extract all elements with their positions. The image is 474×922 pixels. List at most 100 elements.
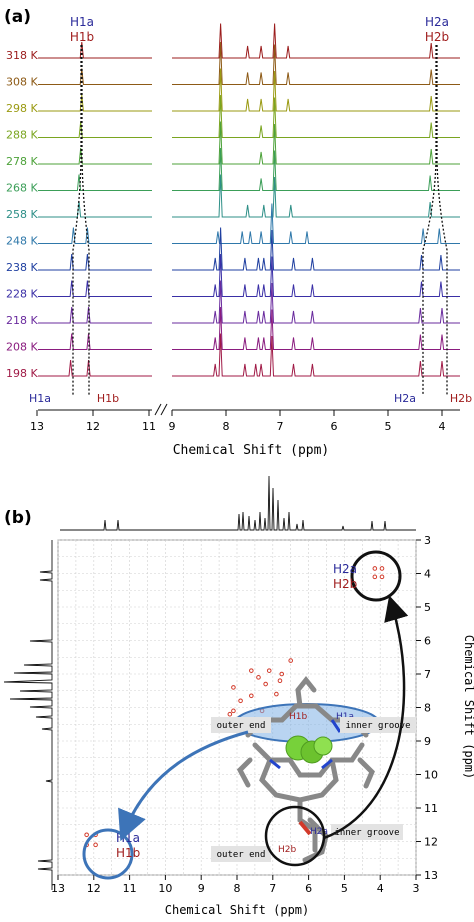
guide-h1b — [81, 45, 90, 395]
y-tick-label: 13 — [424, 869, 438, 882]
spectrum-trace — [38, 121, 152, 138]
annotation-outer-end-bottom: outer end — [211, 846, 271, 862]
cross-peak — [288, 658, 294, 663]
spectrum-trace — [38, 147, 152, 165]
temperature-label: 318 K — [6, 49, 38, 62]
cross-peak — [93, 842, 98, 848]
panel-b-x-label: Chemical Shift (ppm) — [165, 903, 310, 917]
peak-label-h2b-top: H2b — [425, 30, 449, 44]
x-tick-label: 8 — [223, 420, 230, 433]
arrow-h1-to-cross-peaks — [118, 730, 249, 842]
temperature-label: 268 K — [6, 182, 38, 195]
peak-label-h2b-bottom: H2b — [450, 392, 472, 405]
spectrum-trace — [172, 203, 460, 244]
circle-h1-region — [82, 828, 134, 880]
top-projection-spectrum — [60, 475, 416, 531]
x-tick-label: 6 — [305, 882, 312, 895]
annotation-inner-groove-top: inner groove — [340, 717, 416, 733]
peak-label-h2a-bottom: H2a — [394, 392, 416, 405]
temperature-label: 228 K — [6, 288, 38, 301]
panel-a-x-axis — [38, 403, 460, 416]
peak-label-h1a-bottom: H1a — [29, 392, 51, 405]
temperature-label: 308 K — [6, 76, 38, 89]
cross-peak — [379, 574, 385, 580]
spectrum-trace — [38, 94, 152, 112]
panel-a: (a) H1a H1b H2a H2b 318 K 308 K 298 K 288 K… — [4, 7, 472, 458]
svg-text:inner groove: inner groove — [345, 721, 410, 731]
svg-text:inner groove: inner groove — [334, 828, 399, 838]
cross-peak — [249, 693, 254, 699]
cross-peak — [372, 566, 378, 571]
panel-b: (b) 13 12 11 10 9 8 7 6 5 4 3 3 4 5 6 7 8 9 10 11 12 13 — [3, 475, 474, 917]
y-tick-label: 6 — [424, 635, 431, 648]
y-tick-label: 5 — [424, 601, 431, 614]
x-tick-label: 12 — [87, 882, 101, 895]
x-tick-label: 8 — [234, 882, 241, 895]
axis-break-mark-2 — [160, 403, 168, 416]
panel-a-x-label: Chemical Shift (ppm) — [173, 443, 330, 458]
spectrum-trace — [38, 174, 152, 191]
x-tick-label: 9 — [169, 420, 176, 433]
peak-label-h1b-top: H1b — [70, 30, 94, 44]
circle-label-h1a: H1a — [116, 831, 140, 845]
y-tick-label: 9 — [424, 735, 431, 748]
x-tick-label: 6 — [331, 420, 338, 433]
panel-b-ticks: 13 12 11 10 9 8 7 6 5 4 3 3 4 5 6 7 8 9 10 11 12 13 — [51, 534, 438, 895]
x-tick-label: 5 — [341, 882, 348, 895]
circle-h2-region — [350, 550, 402, 602]
y-tick-label: 8 — [424, 702, 431, 715]
x-tick-label: 7 — [277, 420, 284, 433]
cross-peak — [256, 675, 261, 680]
panel-a-ticks: 13 12 11 9 8 7 6 5 4 — [30, 410, 446, 433]
temperature-label: 248 K — [6, 235, 38, 248]
spectrum-trace — [172, 280, 460, 324]
svg-text:outer end: outer end — [217, 850, 266, 860]
circle-label-h1b: H1b — [116, 846, 140, 860]
annotation-inner-groove-bottom: inner groove — [331, 824, 403, 840]
x-tick-label: 13 — [51, 882, 65, 895]
x-tick-label: 3 — [413, 882, 420, 895]
spectrum-trace — [172, 94, 460, 138]
spectrum-trace — [38, 200, 152, 218]
guide-h2b — [436, 45, 448, 395]
cross-peak — [238, 698, 243, 704]
peak-label-h1a-top: H1a — [70, 15, 94, 29]
spectra-stack: 318 K 308 K 298 K 288 K 278 K 268 K 258 K 248 K… — [6, 23, 460, 380]
structure-label-h2a: H2a — [310, 827, 328, 837]
temperature-label: 278 K — [6, 155, 38, 168]
x-tick-label: 10 — [158, 882, 172, 895]
structure-label-h1b: H1b — [289, 712, 307, 722]
x-tick-label: 5 — [385, 420, 392, 433]
cross-peak — [263, 681, 268, 687]
spectrum-trace — [172, 121, 460, 165]
cross-peak — [231, 685, 236, 690]
cross-peak — [372, 574, 378, 580]
cross-peak — [84, 832, 89, 838]
panel-b-label: (b) — [4, 508, 32, 528]
cross-peak — [379, 566, 385, 571]
cross-peak — [277, 678, 283, 684]
cross-peak — [266, 668, 272, 673]
spectrum-trace — [38, 41, 152, 59]
arrow-h2-to-cross-peaks — [323, 595, 409, 840]
spectrum-trace — [172, 333, 460, 377]
spectrum-trace — [38, 306, 152, 324]
cross-peak — [231, 708, 236, 714]
temperature-label: 298 K — [6, 102, 38, 115]
x-tick-label: 9 — [198, 882, 205, 895]
spectrum-trace — [172, 253, 460, 297]
y-tick-label: 3 — [424, 534, 431, 547]
temperature-label: 198 K — [6, 367, 38, 380]
y-tick-label: 7 — [424, 668, 431, 681]
svg-text:outer end: outer end — [217, 721, 266, 731]
spectrum-trace — [172, 147, 460, 191]
temperature-label: 238 K — [6, 261, 38, 274]
circle-h2-structure — [264, 805, 326, 867]
spectrum-trace — [38, 68, 152, 85]
spectrum-trace — [172, 41, 460, 85]
cross-peak — [249, 668, 254, 673]
panel-b-y-label: Chemical Shift (ppm) — [462, 635, 474, 780]
left-projection-spectrum — [3, 540, 53, 890]
spectrum-trace — [38, 280, 152, 297]
